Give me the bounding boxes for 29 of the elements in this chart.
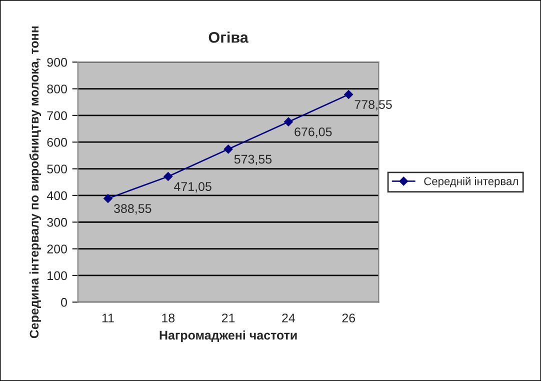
data-label: 573,55 (234, 154, 272, 166)
point (344, 90, 354, 99)
y-tick-label: 700 (47, 111, 67, 120)
data-label: 471,05 (174, 182, 212, 192)
data-label: 676,05 (294, 127, 332, 138)
point (284, 117, 293, 126)
x-tick-label: 24 (282, 314, 296, 322)
point (224, 144, 233, 154)
point (164, 172, 173, 181)
y-tick-label: 500 (47, 164, 67, 174)
y-tick-label: 800 (47, 84, 67, 94)
y-tick-label: 200 (47, 244, 67, 254)
y-tick-label: 300 (47, 218, 67, 227)
y-tick-label: 900 (47, 58, 67, 67)
y-tick-label: 0 (61, 298, 67, 307)
y-tick-label: 600 (47, 138, 67, 147)
data-label: 388,55 (114, 204, 152, 214)
y-axis-title: Середина інтервалу по виробництву молока, тонн (29, 26, 42, 338)
y-tick-label: 400 (46, 191, 67, 200)
legend-label: Середній інтервал (424, 176, 518, 188)
x-tick-label: 11 (102, 314, 114, 322)
point (104, 194, 112, 203)
x-tick-label: 18 (162, 314, 175, 322)
x-tick-label: 21 (222, 314, 235, 322)
x-tick-label: 26 (342, 314, 356, 322)
chart-title: Огіва (208, 32, 248, 43)
y-tick-label: 100 (48, 271, 67, 280)
x-axis-title: Нагромаджені частоти (160, 330, 297, 342)
data-label: 778,55 (354, 100, 392, 110)
